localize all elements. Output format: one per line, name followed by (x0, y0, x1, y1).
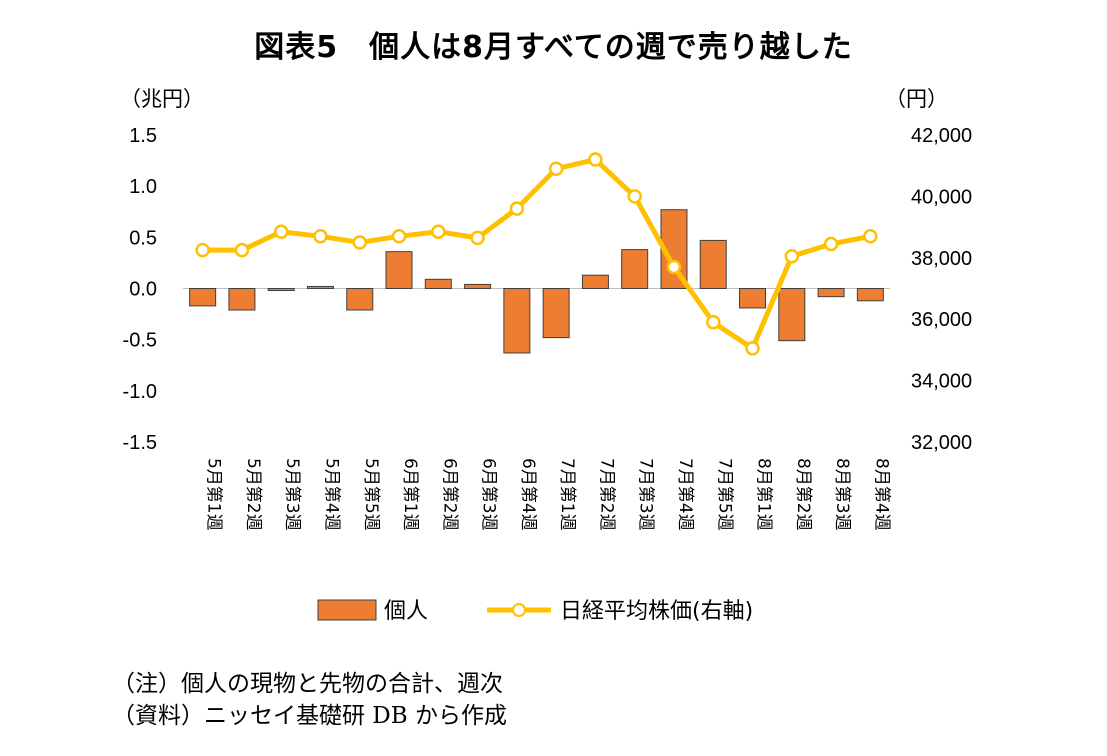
right-axis: 42,000 40,000 38,000 36,000 34,000 32,000 (911, 125, 972, 454)
category-label: 8月第3週 (832, 458, 852, 531)
left-tick-label: 0.5 (129, 227, 157, 249)
line-point (313, 229, 328, 244)
bar (778, 288, 806, 342)
category-axis: 5月第1週 5月第2週 5月第3週 5月第4週 5月第5週 6月第1週 6月第2週 6月第3週… (204, 458, 892, 531)
line-path (202, 157, 871, 351)
right-tick-label: 42,000 (911, 125, 972, 147)
left-axis-unit: （兆円） (120, 87, 204, 111)
bar-series (183, 209, 890, 354)
bar (856, 288, 884, 302)
line-point (195, 242, 210, 258)
category-label: 5月第3週 (282, 458, 302, 531)
bar (621, 249, 649, 289)
category-label: 6月第1週 (400, 458, 420, 531)
line-point (863, 229, 878, 244)
category-label: 7月第3週 (636, 458, 656, 531)
bar (464, 283, 492, 290)
line-point (666, 259, 682, 275)
category-label: 5月第5週 (361, 458, 381, 531)
legend-marker-line (512, 603, 526, 617)
bar (817, 288, 845, 298)
bar (228, 288, 256, 311)
legend-label-line: 日経平均株価(右軸) (560, 599, 753, 624)
category-label: 5月第1週 (204, 458, 224, 531)
bar (542, 288, 570, 339)
right-tick-label: 38,000 (911, 248, 972, 270)
combo-chart: （兆円） （円） 1.5 1.0 0.5 0.0 -0.5 -1.0 -1.5 42,000… (120, 87, 972, 624)
line-point (745, 341, 760, 356)
right-tick-label: 34,000 (911, 371, 972, 393)
right-axis-unit: （円） (885, 87, 948, 111)
source-caption: （資料）ニッセイ基礎研 DB から作成 (112, 703, 507, 729)
line-point (352, 235, 367, 250)
bar (267, 288, 295, 292)
legend-label-bar: 個人 (384, 599, 428, 624)
category-label: 8月第4週 (871, 458, 891, 531)
category-label: 8月第2週 (793, 458, 813, 531)
line-point (391, 229, 407, 244)
category-label: 7月第1週 (557, 458, 577, 531)
bar (346, 288, 374, 311)
left-axis: 1.5 1.0 0.5 0.0 -0.5 -1.0 -1.5 (123, 125, 157, 454)
right-tick-label: 40,000 (911, 186, 972, 208)
note-caption: （注）個人の現物と先物の合計、週次 (112, 671, 503, 697)
line-point (509, 201, 525, 216)
left-tick-label: 1.0 (129, 176, 157, 198)
category-label: 7月第4週 (675, 458, 695, 531)
bar (581, 274, 609, 289)
left-tick-label: -0.5 (123, 330, 157, 352)
bar (739, 288, 767, 309)
bar (424, 278, 452, 290)
line-point (470, 230, 485, 246)
chart-title: 図表5 個人は8月すべての週で売り越した (254, 30, 853, 65)
category-label: 5月第4週 (321, 458, 341, 531)
line-point (627, 189, 642, 204)
bar (385, 251, 413, 290)
left-tick-label: -1.0 (123, 381, 157, 403)
bar (306, 285, 334, 290)
category-label: 6月第4週 (518, 458, 538, 531)
left-tick-label: 0.0 (129, 279, 157, 301)
left-tick-label: 1.5 (129, 125, 157, 147)
legend: 個人 日経平均株価(右軸) (317, 599, 753, 624)
line-point (784, 249, 800, 264)
category-label: 8月第1週 (754, 458, 774, 531)
line-point (431, 224, 446, 239)
line-point (234, 242, 250, 258)
line-point (588, 152, 603, 167)
right-tick-label: 32,000 (911, 432, 972, 454)
line-point (548, 161, 564, 177)
category-label: 6月第2週 (439, 458, 459, 531)
line-point (273, 224, 289, 239)
left-tick-label: -1.5 (123, 432, 157, 454)
line-point (823, 236, 839, 252)
line-point (706, 315, 721, 330)
category-label: 6月第3週 (479, 458, 499, 531)
category-label: 7月第5週 (714, 458, 734, 531)
line-series (195, 152, 878, 356)
bar (503, 288, 531, 354)
category-label: 7月第2週 (596, 458, 616, 531)
bar (699, 239, 727, 290)
legend-swatch-bar (317, 599, 377, 621)
right-tick-label: 36,000 (911, 309, 972, 331)
category-label: 5月第2週 (243, 458, 263, 531)
bar (189, 288, 217, 307)
